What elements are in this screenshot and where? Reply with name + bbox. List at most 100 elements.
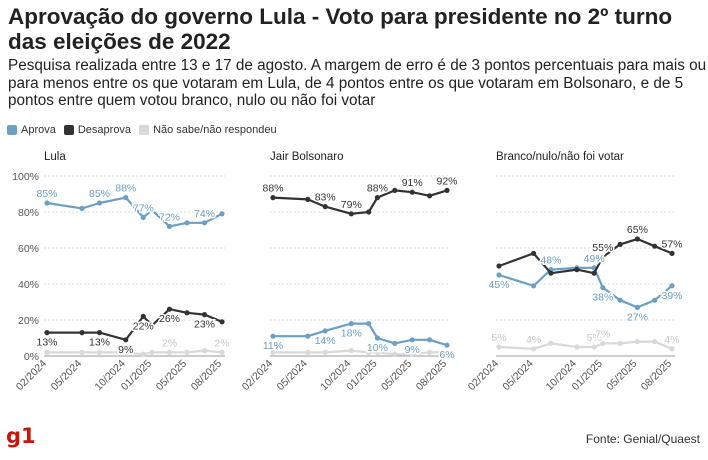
data-label-aprova: 18%: [341, 328, 362, 340]
data-label-nao-sabe-nao-respondeu: 2%: [162, 337, 177, 349]
data-label-desaprova: 9%: [118, 344, 133, 356]
series-line-aprova: [273, 322, 448, 347]
data-label-aprova: 85%: [89, 188, 110, 200]
data-point-nao-sabe-nao-respondeu: [531, 346, 537, 352]
data-point-aprova: [184, 220, 190, 226]
x-tick-label: 02/2024: [466, 358, 501, 393]
data-label-desaprova: 92%: [436, 175, 457, 187]
data-point-desaprova: [548, 270, 554, 276]
series-line-desaprova: [47, 308, 223, 341]
legend-label-nsnr: Não sabe/não respondeu: [153, 124, 277, 136]
data-label-aprova: 38%: [592, 292, 613, 304]
data-label-aprova: 6%: [439, 349, 454, 361]
series-line-nao-sabe-nao-respondeu: [273, 349, 447, 356]
legend-swatch-nsnr: [139, 125, 150, 135]
data-label-desaprova: 91%: [402, 177, 423, 189]
data-point-desaprova: [166, 306, 173, 312]
data-point-aprova: [444, 342, 450, 348]
data-label-aprova: 88%: [115, 183, 136, 195]
data-point-aprova: [123, 195, 129, 201]
data-point-desaprova: [149, 322, 155, 328]
data-point-aprova: [201, 220, 208, 226]
data-point-desaprova: [201, 312, 208, 318]
data-label-aprova: 85%: [36, 188, 57, 200]
data-label-nao-sabe-nao-respondeu: 4%: [526, 334, 541, 346]
y-tick-label: 0%: [24, 351, 39, 363]
data-point-nao-sabe-nao-respondeu: [427, 349, 433, 355]
data-point-nao-sabe-nao-respondeu: [374, 349, 380, 355]
data-label-aprova: 49%: [584, 253, 605, 265]
legend: Aprova Desaprova Não sabe/não respondeu: [7, 124, 285, 136]
data-point-nao-sabe-nao-respondeu: [270, 349, 276, 355]
data-label-desaprova: 88%: [367, 183, 388, 195]
g1-logo: g1: [6, 424, 36, 448]
data-label-aprova: 39%: [661, 290, 682, 302]
data-point-nao-sabe-nao-respondeu: [600, 340, 606, 346]
data-point-nao-sabe-nao-respondeu: [444, 349, 450, 355]
series-line-nao-sabe-nao-respondeu: [498, 340, 673, 350]
data-label-desaprova: 57%: [661, 238, 682, 250]
data-point-desaprova: [96, 330, 103, 336]
data-label-desaprova: 22%: [133, 320, 154, 332]
data-point-aprova: [166, 223, 173, 229]
y-tick-label: 60%: [18, 243, 39, 255]
data-point-nao-sabe-nao-respondeu: [166, 349, 173, 355]
data-label-aprova: 14%: [315, 335, 336, 347]
y-tick-label: 100%: [12, 171, 39, 183]
legend-item-aprova: Aprova: [7, 124, 56, 136]
data-point-aprova: [669, 283, 675, 289]
data-point-nao-sabe-nao-respondeu: [149, 349, 155, 355]
data-label-aprova: 9%: [405, 344, 420, 356]
series-line-desaprova: [498, 237, 673, 275]
data-point-desaprova: [427, 193, 433, 199]
data-point-nao-sabe-nao-respondeu: [201, 348, 208, 354]
data-point-nao-sabe-nao-respondeu: [591, 344, 597, 350]
data-point-aprova: [270, 333, 276, 339]
data-label-desaprova: 55%: [592, 242, 613, 254]
legend-item-nsnr: Não sabe/não respondeu: [139, 124, 277, 136]
x-tick-label: 02/2024: [240, 358, 275, 393]
data-point-desaprova: [652, 243, 658, 249]
data-point-aprova: [531, 283, 537, 289]
data-point-nao-sabe-nao-respondeu: [219, 349, 225, 355]
data-label-desaprova: 13%: [36, 337, 57, 349]
data-point-aprova: [322, 328, 328, 334]
data-point-nao-sabe-nao-respondeu: [409, 351, 415, 357]
data-point-desaprova: [270, 195, 276, 201]
data-label-nao-sabe-nao-respondeu: 7%: [595, 328, 610, 340]
data-point-aprova: [600, 285, 606, 291]
data-point-aprova: [392, 340, 398, 346]
x-tick-label: 05/2025: [604, 358, 639, 393]
data-label-desaprova: 79%: [341, 199, 362, 211]
data-point-desaprova: [409, 189, 415, 195]
data-label-aprova: 74%: [194, 208, 215, 220]
legend-swatch-aprova: [7, 125, 17, 135]
data-point-aprova: [79, 205, 85, 211]
data-point-desaprova: [634, 236, 641, 242]
data-point-desaprova: [322, 204, 328, 210]
data-point-nao-sabe-nao-respondeu: [140, 351, 146, 357]
data-label-desaprova: 26%: [159, 313, 180, 325]
data-label-aprova: 27%: [627, 311, 648, 323]
data-point-desaprova: [531, 250, 537, 256]
x-tick-label: 05/2024: [275, 358, 310, 393]
data-point-desaprova: [79, 330, 85, 336]
y-tick-label: 40%: [18, 279, 39, 291]
data-label-aprova: 11%: [263, 340, 283, 352]
x-tick-label: 05/2024: [49, 358, 84, 393]
data-point-nao-sabe-nao-respondeu: [44, 349, 50, 355]
data-point-desaprova: [600, 254, 606, 260]
data-point-nao-sabe-nao-respondeu: [366, 349, 372, 355]
x-tick-label: 08/2025: [639, 358, 674, 393]
data-point-nao-sabe-nao-respondeu: [496, 344, 502, 350]
data-label-nao-sabe-nao-respondeu: 5%: [491, 332, 506, 344]
data-label-desaprova: 83%: [315, 192, 336, 204]
y-tick-label: 80%: [18, 207, 39, 219]
legend-label-aprova: Aprova: [21, 124, 56, 136]
data-point-desaprova: [366, 209, 372, 215]
data-point-nao-sabe-nao-respondeu: [184, 349, 190, 355]
data-point-desaprova: [305, 196, 311, 202]
data-point-aprova: [219, 211, 225, 217]
